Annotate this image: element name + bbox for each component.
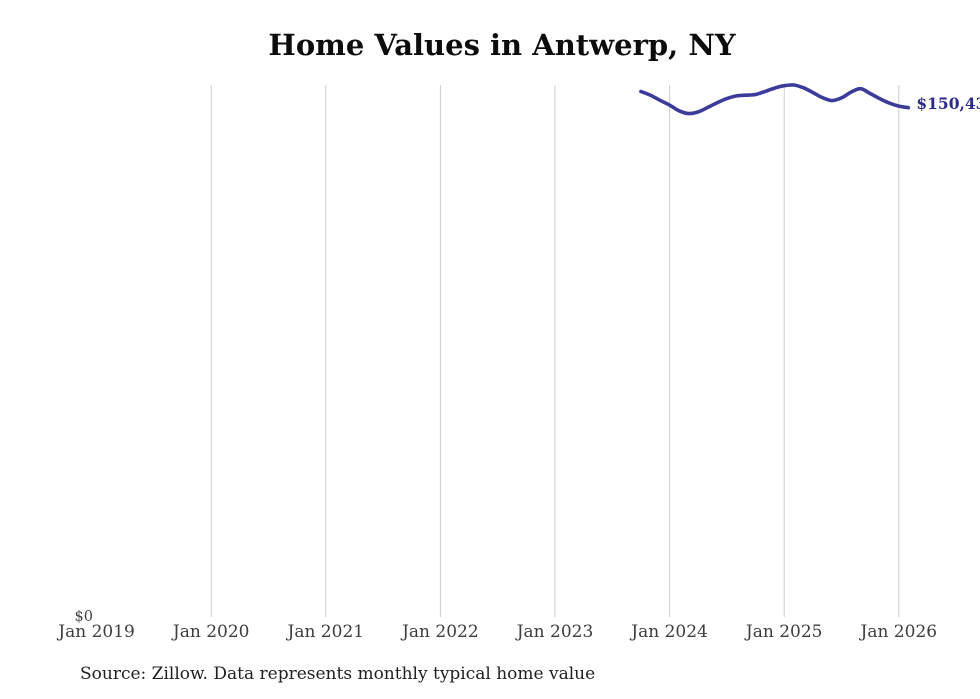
x-tick-label: Jan 2024 <box>631 622 708 642</box>
latest-value-label: $150,433 <box>916 94 980 114</box>
x-tick-label: Jan 2021 <box>287 622 365 642</box>
x-tick-label: Jan 2019 <box>58 622 135 642</box>
home-value-line <box>639 83 911 116</box>
y-axis-zero-label: $0 <box>74 609 93 625</box>
chart-title: Home Values in Antwerp, NY <box>268 28 736 62</box>
source-note: Source: Zillow. Data represents monthly … <box>80 664 596 684</box>
x-tick-label: Jan 2022 <box>402 622 479 642</box>
gridlines <box>210 85 900 617</box>
x-tick-label: Jan 2020 <box>172 622 250 642</box>
x-tick-label: Jan 2023 <box>516 622 594 642</box>
x-tick-label: Jan 2026 <box>860 622 938 642</box>
x-tick-label: Jan 2025 <box>745 622 823 642</box>
